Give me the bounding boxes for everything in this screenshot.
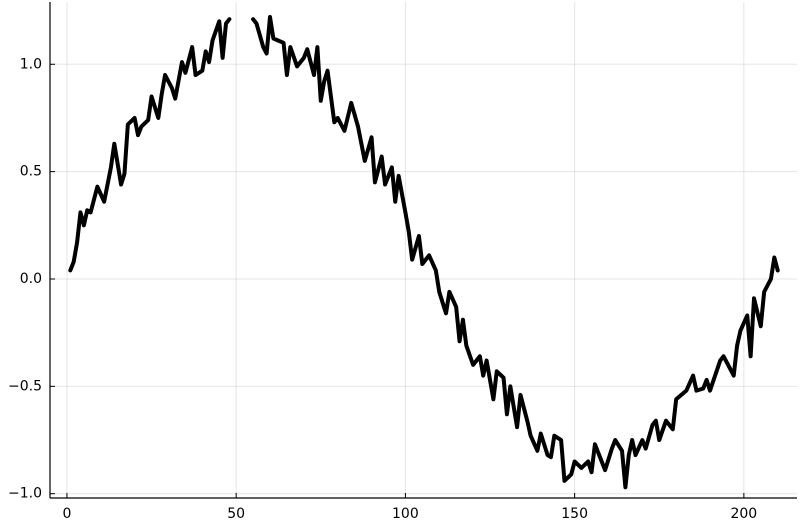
- x-tick-label: 150: [561, 506, 588, 522]
- y-tick-label: 0.5: [20, 164, 42, 180]
- data-line: [68, 15, 780, 490]
- x-tick-label: 50: [227, 506, 245, 522]
- y-tick-label: −0.5: [8, 378, 42, 394]
- y-tick-label: −1.0: [8, 486, 42, 502]
- x-tick-label: 100: [392, 506, 419, 522]
- y-tick-label: 1.0: [20, 56, 42, 72]
- x-tick-label: 0: [62, 506, 71, 522]
- y-tick-label: 0.0: [20, 271, 42, 287]
- x-tick-label: 200: [730, 506, 757, 522]
